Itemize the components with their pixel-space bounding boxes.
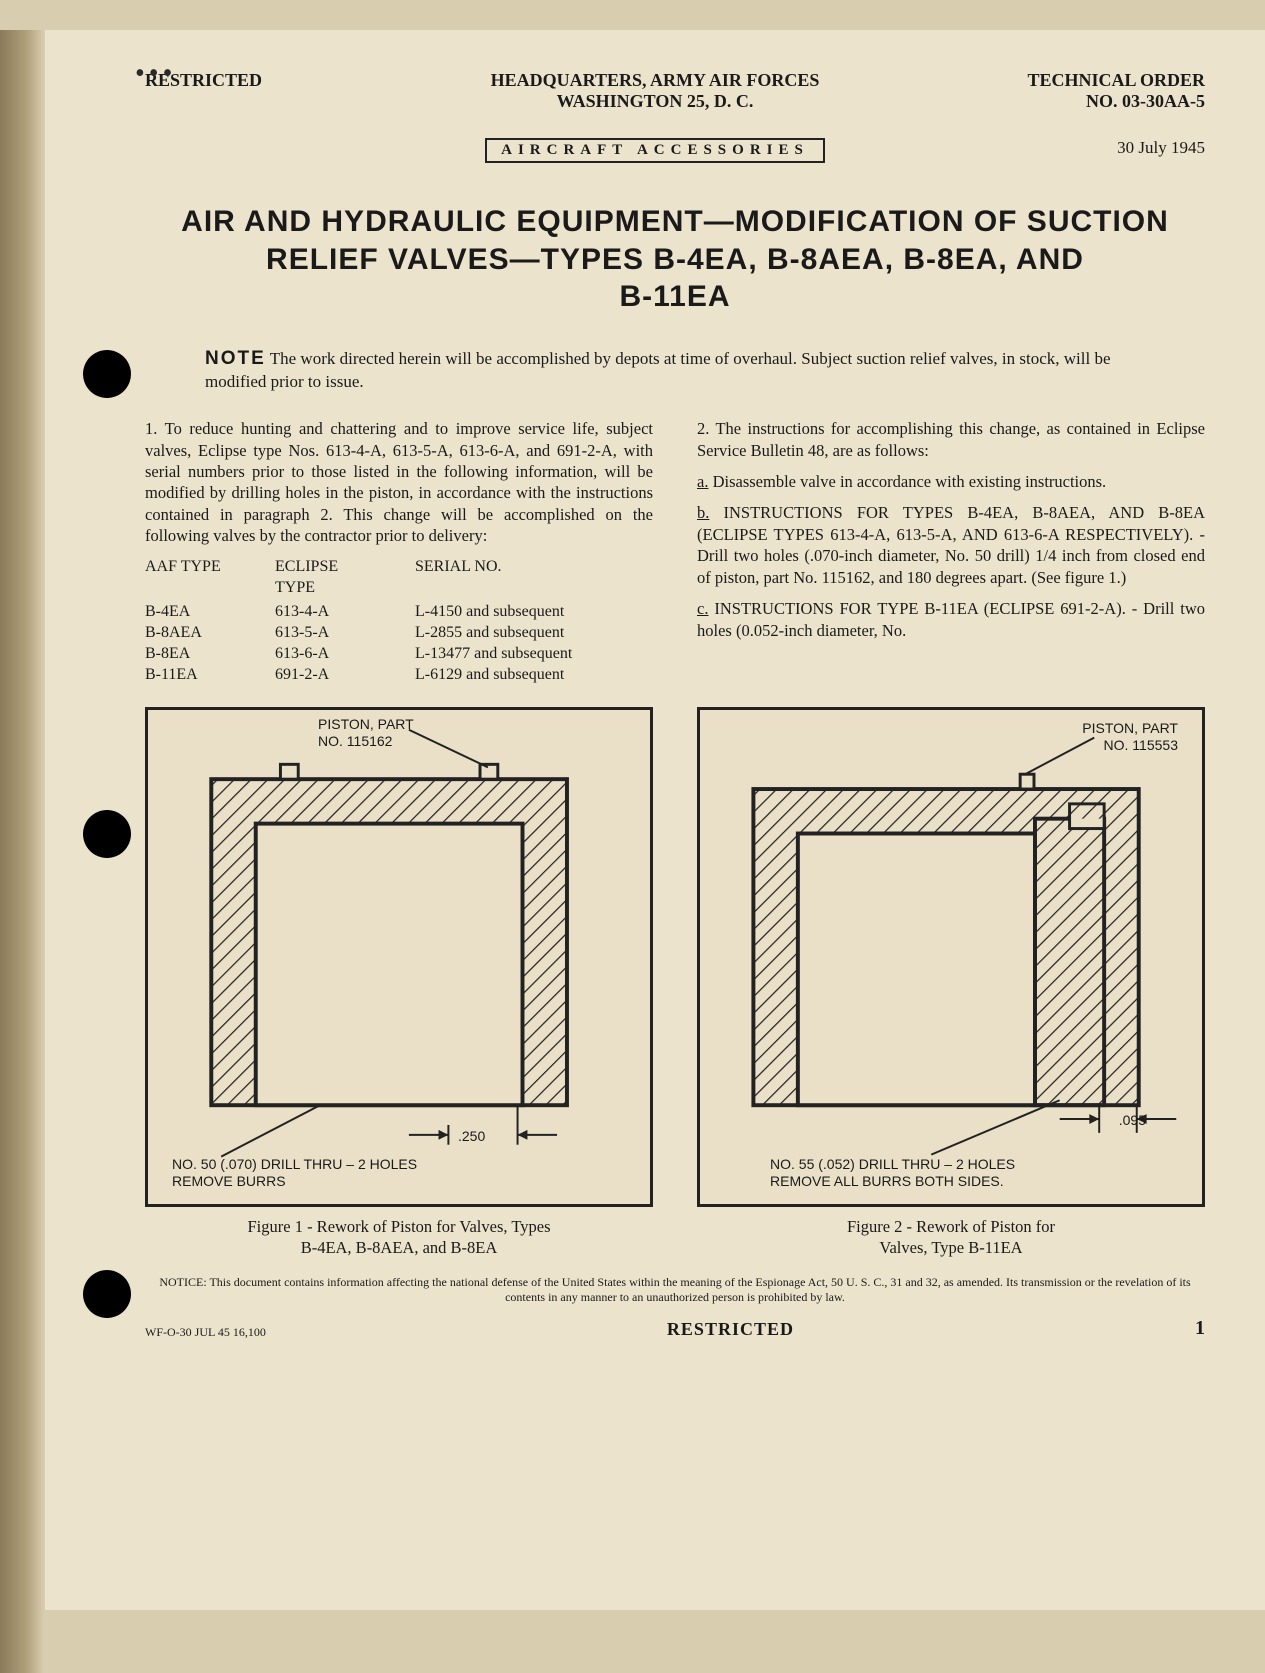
table-cell: 613-5-A <box>275 623 415 644</box>
sub-text: INSTRUCTIONS FOR TYPE B-11EA (ECLIPSE 69… <box>697 599 1205 639</box>
binder-edge <box>0 30 44 1673</box>
issuing-org: HEADQUARTERS, ARMY AIR FORCES WASHINGTON… <box>325 70 985 112</box>
paragraph-2c: c. INSTRUCTIONS FOR TYPE B-11EA (ECLIPSE… <box>697 598 1205 641</box>
fig1-dimension: .250 <box>458 1128 485 1144</box>
table-cell: 613-4-A <box>275 602 415 623</box>
org-line: WASHINGTON 25, D. C. <box>325 91 985 112</box>
header: RESTRICTED HEADQUARTERS, ARMY AIR FORCES… <box>145 70 1205 112</box>
print-code: WF-O-30 JUL 45 16,100 <box>145 1325 266 1340</box>
figure-1-frame: PISTON, PART NO. 115162 .250 NO. 50 (.07… <box>145 707 653 1207</box>
paragraph-2: 2. The instructions for accomplishing th… <box>697 418 1205 461</box>
sub-label: b. <box>697 503 709 522</box>
left-column: 1. To reduce hunting and chattering and … <box>145 418 653 685</box>
table-cell: B-4EA <box>145 602 275 623</box>
figure-2-frame: PISTON, PART NO. 115553 .095 NO. 55 (.05… <box>697 707 1205 1207</box>
tech-order-number: NO. 03-30AA-5 <box>985 91 1205 112</box>
fig1-part-callout: PISTON, PART NO. 115162 <box>318 716 414 748</box>
punch-hole <box>83 810 131 858</box>
table-cell: 613-6-A <box>275 644 415 665</box>
table-cell: B-8EA <box>145 644 275 665</box>
footer-classification: RESTRICTED <box>667 1319 794 1340</box>
table-cell: L-4150 and subsequent <box>415 602 653 623</box>
tech-order-label: TECHNICAL ORDER <box>985 70 1205 91</box>
security-notice: NOTICE: This document contains informati… <box>145 1275 1205 1305</box>
category-badge: AIRCRAFT ACCESSORIES <box>485 138 825 163</box>
tech-order-block: TECHNICAL ORDER NO. 03-30AA-5 <box>985 70 1205 112</box>
figure-1-caption: Figure 1 - Rework of Piston for Valves, … <box>145 1217 653 1258</box>
sub-label: a. <box>697 472 708 491</box>
table-cell: L-6129 and subsequent <box>415 665 653 686</box>
document-title: AIR AND HYDRAULIC EQUIPMENT—MODIFICATION… <box>145 203 1205 316</box>
note-label: NOTE <box>205 348 266 369</box>
fig1-drill-note: NO. 50 (.070) DRILL THRU – 2 HOLES REMOV… <box>172 1156 417 1188</box>
sub-text: Disassemble valve in accordance with exi… <box>713 472 1107 491</box>
issue-date: 30 July 1945 <box>985 138 1205 163</box>
th-eclipse-a: ECLIPSE <box>275 557 415 578</box>
table-header: AAF TYPE <box>145 557 275 599</box>
right-column: 2. The instructions for accomplishing th… <box>697 418 1205 685</box>
table-cell: L-2855 and subsequent <box>415 623 653 644</box>
th-eclipse-b: TYPE <box>275 578 415 599</box>
staple-dots: ••• <box>135 58 176 90</box>
footer: WF-O-30 JUL 45 16,100 RESTRICTED 1 <box>145 1317 1205 1340</box>
th-aaf: AAF TYPE <box>145 557 275 578</box>
note-block: NOTE The work directed herein will be ac… <box>205 346 1145 395</box>
sub-label: c. <box>697 599 708 618</box>
punch-hole <box>83 1270 131 1318</box>
paragraph-1: 1. To reduce hunting and chattering and … <box>145 418 653 547</box>
table-cell: L-13477 and subsequent <box>415 644 653 665</box>
paragraph-2a: a. Disassemble valve in accordance with … <box>697 471 1205 492</box>
table-cell: 691-2-A <box>275 665 415 686</box>
figure-2: PISTON, PART NO. 115553 .095 NO. 55 (.05… <box>697 707 1205 1258</box>
fig2-dimension: .095 <box>1119 1112 1146 1128</box>
valve-table: AAF TYPE ECLIPSE TYPE SERIAL NO. B-4EA 6… <box>145 557 653 686</box>
punch-hole <box>83 350 131 398</box>
figure-1: PISTON, PART NO. 115162 .250 NO. 50 (.07… <box>145 707 653 1258</box>
table-header: ECLIPSE TYPE <box>275 557 415 599</box>
note-text: The work directed herein will be accompl… <box>205 349 1111 392</box>
subheader-row: AIRCRAFT ACCESSORIES 30 July 1945 <box>145 138 1205 163</box>
title-line: RELIEF VALVES—TYPES B-4EA, B-8AEA, B-8EA… <box>145 241 1205 279</box>
paragraph-2b: b. INSTRUCTIONS FOR TYPES B-4EA, B-8AEA,… <box>697 502 1205 588</box>
fig2-drill-note: NO. 55 (.052) DRILL THRU – 2 HOLES REMOV… <box>770 1156 1015 1188</box>
fig2-part-callout: PISTON, PART NO. 115553 <box>1082 720 1178 752</box>
title-line: B-11EA <box>145 278 1205 316</box>
table-header: SERIAL NO. <box>415 557 653 599</box>
sub-text: INSTRUCTIONS FOR TYPES B-4EA, B-8AEA, AN… <box>697 503 1205 586</box>
table-cell: B-11EA <box>145 665 275 686</box>
document-page: ••• RESTRICTED HEADQUARTERS, ARMY AIR FO… <box>45 30 1265 1610</box>
org-line: HEADQUARTERS, ARMY AIR FORCES <box>491 70 820 90</box>
page-number: 1 <box>1195 1317 1205 1340</box>
table-cell: B-8AEA <box>145 623 275 644</box>
figures-row: PISTON, PART NO. 115162 .250 NO. 50 (.07… <box>145 707 1205 1258</box>
th-serial: SERIAL NO. <box>415 557 653 578</box>
figure-2-svg <box>700 710 1202 1204</box>
title-line: AIR AND HYDRAULIC EQUIPMENT—MODIFICATION… <box>145 203 1205 241</box>
body-columns: 1. To reduce hunting and chattering and … <box>145 418 1205 685</box>
figure-1-svg <box>148 710 650 1204</box>
figure-2-caption: Figure 2 - Rework of Piston for Valves, … <box>697 1217 1205 1258</box>
